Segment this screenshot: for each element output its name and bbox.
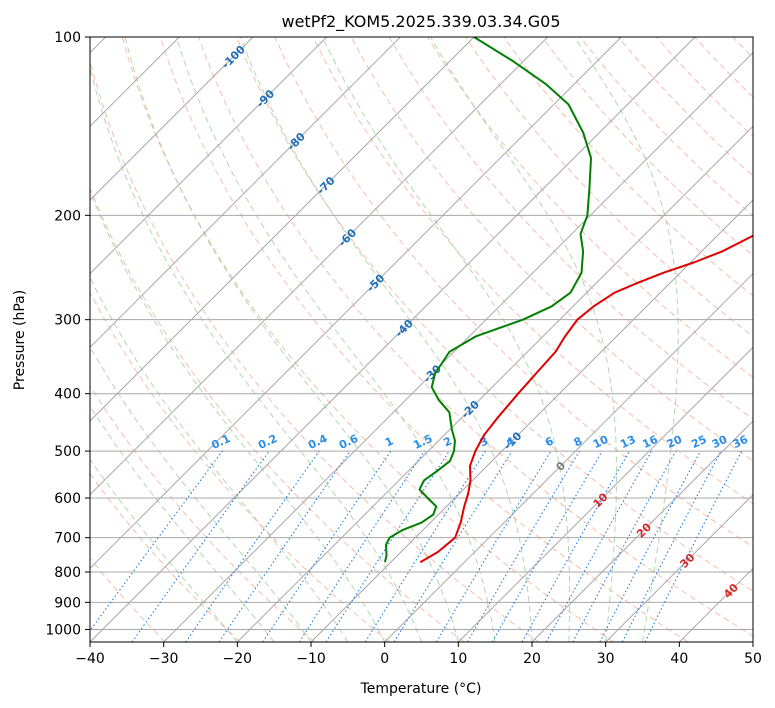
chart-title: wetPf2_KOM5.2025.339.03.34.G05	[281, 12, 560, 32]
x-tick-label: −10	[296, 651, 326, 667]
moist-adiabat	[90, 276, 349, 642]
mixing-ratio-line	[644, 450, 743, 642]
y-tick-label: 300	[54, 313, 81, 329]
dry-adiabat	[90, 472, 241, 642]
moist-adiabat	[90, 66, 422, 642]
y-tick-label: 900	[54, 595, 81, 611]
isotherm	[90, 37, 549, 496]
isotherm	[90, 37, 328, 275]
x-tick-label: 20	[523, 651, 541, 667]
x-tick-label: 0	[380, 651, 389, 667]
isotherm	[531, 420, 753, 642]
dry-adiabat	[90, 186, 465, 642]
moist-adiabats	[90, 37, 679, 642]
mixing-ratio-line	[393, 450, 513, 642]
dry-adiabat	[312, 37, 753, 505]
dry-adiabat	[274, 37, 753, 548]
mixing-ratio-label: 25	[689, 433, 708, 451]
x-tick-label: 10	[449, 651, 467, 667]
mixing-ratio-label: 30	[710, 433, 730, 451]
dry-adiabat	[503, 37, 753, 297]
mixing-ratio-line	[90, 450, 223, 632]
y-tick-label: 500	[54, 444, 81, 460]
moist-adiabat	[90, 189, 386, 642]
x-tick-label: 40	[670, 651, 688, 667]
y-axis: 100 200 300 400 500 600 700 800 900 1000	[45, 30, 90, 638]
y-tick-label: 100	[54, 30, 81, 46]
isotherm	[90, 37, 254, 201]
mixing-ratio-label: 13	[618, 433, 637, 451]
isotherms	[90, 37, 753, 642]
mixing-ratio-label: 20	[665, 433, 685, 451]
dry-adiabat	[90, 291, 390, 642]
dry-adiabat	[159, 37, 689, 642]
y-axis-label: Pressure (hPa)	[12, 290, 28, 390]
dry-adiabat	[121, 37, 614, 642]
dry-adiabat	[465, 37, 753, 337]
mixing-ratio-line	[185, 450, 320, 642]
dry-adiabat	[90, 59, 540, 642]
dry-adiabats	[90, 37, 753, 642]
mixing-ratio-label: 16	[640, 433, 660, 451]
x-tick-label: 50	[744, 651, 762, 667]
mixing-ratio-line	[545, 450, 653, 642]
dry-adiabat	[426, 37, 753, 378]
x-tick-label: −30	[149, 651, 179, 667]
plot-frame	[89, 36, 754, 643]
dry-adiabat	[90, 384, 316, 642]
isotherm	[90, 37, 696, 642]
moist-adiabat	[175, 37, 496, 642]
pressure-gridlines	[90, 37, 753, 630]
mixing-ratio-line	[521, 450, 630, 642]
dry-adiabat	[236, 37, 753, 592]
x-tick-label: −20	[223, 651, 253, 667]
mixing-ratio-line	[262, 450, 392, 642]
plot-area: -100-90-80-70-60-50-40-30-20-10010203040…	[90, 37, 753, 642]
mixing-ratio-labels: 0.1 0.2 0.4 0.6 1 1.5 2 3 4 6 8 10 13 16 20 25 30 36	[209, 432, 750, 452]
moist-adiabat	[574, 37, 679, 642]
x-tick-label: 30	[597, 651, 615, 667]
isotherm	[90, 37, 401, 349]
dewpoint-line	[383, 37, 593, 563]
moist-adiabat	[239, 37, 533, 642]
y-tick-label: 1000	[45, 622, 81, 638]
temperature-line	[419, 234, 753, 564]
mixing-ratio-line	[298, 450, 425, 642]
y-tick-label: 700	[54, 531, 81, 547]
y-tick-label: 800	[54, 565, 81, 581]
mixing-ratio-line	[572, 450, 677, 642]
isotherm	[310, 199, 753, 642]
moist-adiabat	[90, 458, 238, 642]
y-tick-label: 200	[54, 208, 81, 224]
isotherm	[90, 37, 622, 570]
y-tick-label: 400	[54, 387, 81, 403]
mixing-ratio-lines	[90, 450, 743, 642]
x-tick-label: −40	[75, 651, 105, 667]
isotherm	[605, 493, 753, 642]
mixing-ratio-label: 10	[591, 433, 611, 451]
mixing-ratio-line	[131, 450, 270, 642]
moist-adiabat	[90, 405, 275, 642]
profiles	[383, 37, 753, 564]
moist-adiabat	[322, 37, 571, 642]
isotherm	[236, 125, 753, 642]
mixing-ratio-line	[325, 450, 450, 642]
x-axis: −40 −30 −20 −10 0 10 20 30 40 50	[75, 642, 762, 667]
mixing-ratio-line	[218, 450, 351, 642]
moist-adiabat	[124, 37, 459, 642]
y-tick-label: 600	[54, 491, 81, 507]
dry-adiabat	[388, 37, 753, 420]
mixing-ratio-label: 36	[731, 433, 751, 451]
isotherm	[457, 346, 753, 642]
dry-adiabat	[350, 37, 753, 462]
isotherm	[384, 272, 753, 642]
moist-adiabat	[430, 37, 618, 642]
isotherm	[163, 51, 753, 642]
isotherm	[90, 37, 475, 422]
x-axis-label: Temperature (°C)	[360, 681, 482, 697]
